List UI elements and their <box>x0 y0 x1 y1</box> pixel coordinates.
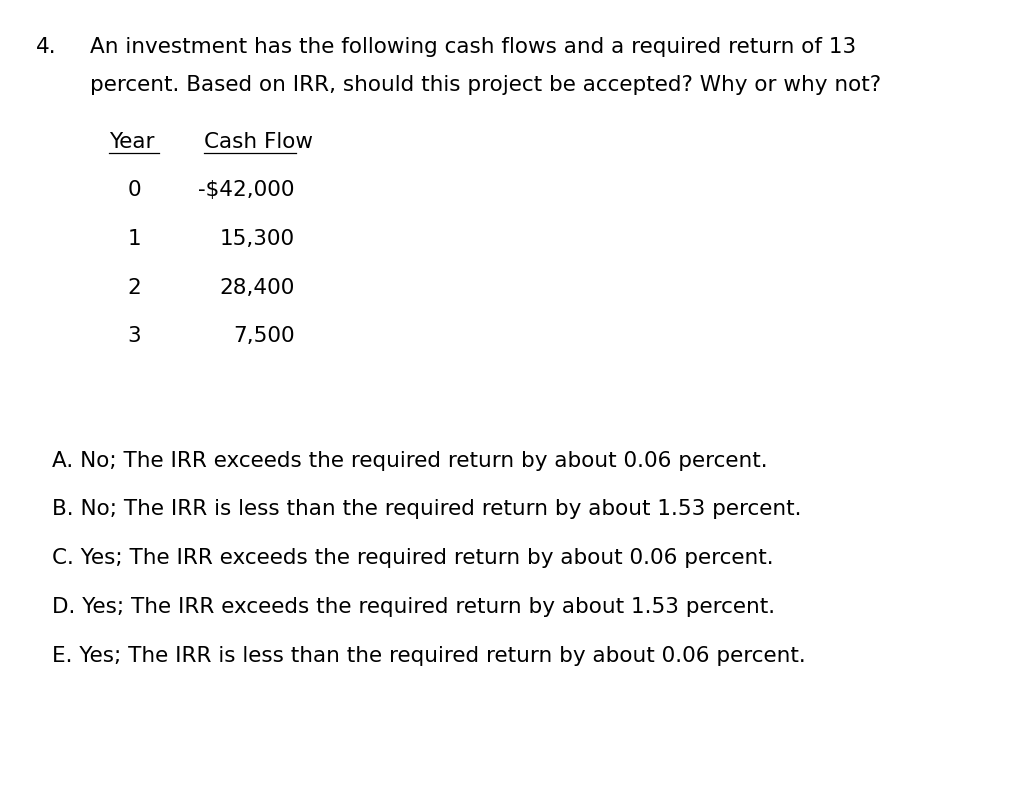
Text: 0: 0 <box>127 180 141 200</box>
Text: C. Yes; The IRR exceeds the required return by about 0.06 percent.: C. Yes; The IRR exceeds the required ret… <box>52 547 774 568</box>
Text: 15,300: 15,300 <box>220 229 295 249</box>
Text: 2: 2 <box>127 277 141 298</box>
Text: D. Yes; The IRR exceeds the required return by about 1.53 percent.: D. Yes; The IRR exceeds the required ret… <box>52 596 775 616</box>
Text: -$42,000: -$42,000 <box>199 180 295 200</box>
Text: 3: 3 <box>127 326 141 346</box>
Text: 7,500: 7,500 <box>233 326 295 346</box>
Text: percent. Based on IRR, should this project be accepted? Why or why not?: percent. Based on IRR, should this proje… <box>90 75 882 95</box>
Text: An investment has the following cash flows and a required return of 13: An investment has the following cash flo… <box>90 36 856 57</box>
Text: 1: 1 <box>127 229 141 249</box>
Text: 4.: 4. <box>36 36 56 57</box>
Text: Year: Year <box>110 131 155 152</box>
Text: B. No; The IRR is less than the required return by about 1.53 percent.: B. No; The IRR is less than the required… <box>52 499 802 519</box>
Text: E. Yes; The IRR is less than the required return by about 0.06 percent.: E. Yes; The IRR is less than the require… <box>52 645 806 665</box>
Text: 28,400: 28,400 <box>219 277 295 298</box>
Text: A. No; The IRR exceeds the required return by about 0.06 percent.: A. No; The IRR exceeds the required retu… <box>52 450 768 470</box>
Text: Cash Flow: Cash Flow <box>205 131 313 152</box>
